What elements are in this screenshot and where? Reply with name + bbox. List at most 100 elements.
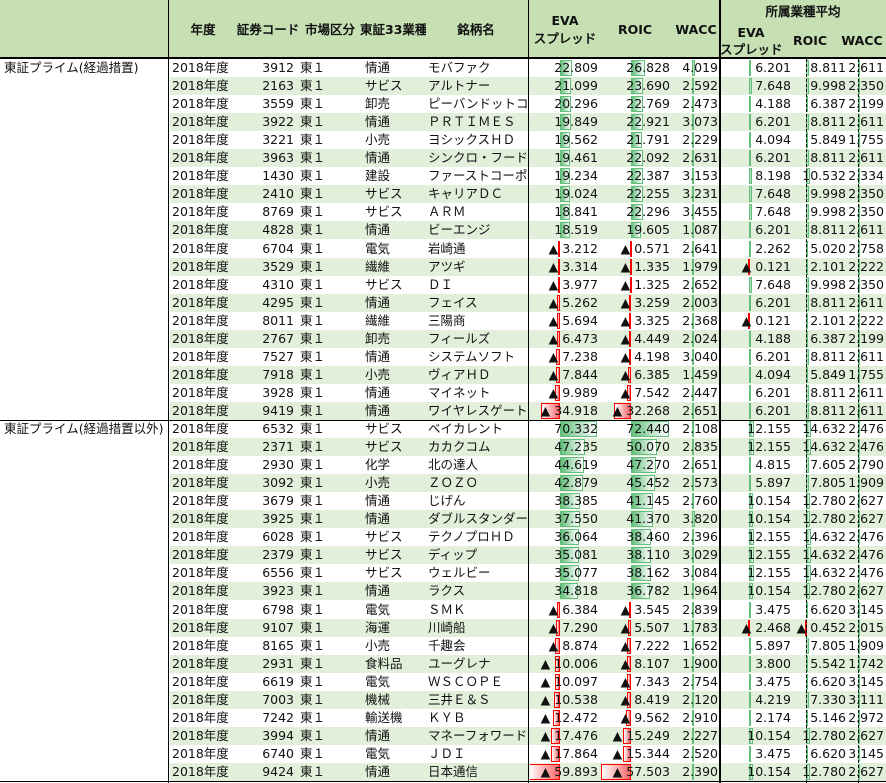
roic-cell[interactable]: 41.145 <box>600 492 672 510</box>
market-cell[interactable]: 東１ <box>300 60 326 75</box>
avg-eva-spread-cell[interactable]: 10.154 <box>721 727 793 745</box>
year-cell[interactable]: 2018年度 <box>172 60 229 75</box>
avg-eva-spread-cell[interactable]: 10.154 <box>721 763 793 781</box>
year-cell[interactable]: 2018年度 <box>172 763 229 779</box>
avg-roic-cell[interactable]: 7.330 <box>793 691 848 709</box>
avg-wacc-cell[interactable]: 2.222 <box>848 312 886 330</box>
table-row[interactable]: 2018年度 6556 東１ サビス ウェルビー 35.077 38.162 3.084 12.… <box>0 564 886 582</box>
wacc-cell[interactable]: 2.229 <box>672 131 720 149</box>
table-row[interactable]: 2018年度 3221 東１ 小売 ヨシックスＨＤ 19.562 21.791 2.229 4.… <box>0 131 886 149</box>
industry-cell[interactable]: 電気 <box>365 601 391 617</box>
eva-spread-cell[interactable]: ▲ 7.290 <box>530 619 600 637</box>
industry-cell[interactable]: 卸売 <box>365 96 391 112</box>
avg-eva-spread-cell[interactable]: 10.154 <box>721 582 793 600</box>
roic-cell[interactable]: ▲ 7.343 <box>600 673 672 691</box>
avg-roic-cell[interactable]: 14.632 <box>793 546 848 564</box>
wacc-cell[interactable]: 3.084 <box>672 564 720 582</box>
industry-cell[interactable]: 小売 <box>365 366 391 382</box>
eva-spread-cell[interactable]: ▲ 3.314 <box>530 258 600 276</box>
avg-wacc-cell[interactable]: 2.790 <box>848 456 886 474</box>
industry-cell[interactable]: 情通 <box>365 493 391 509</box>
name-cell[interactable]: フィールズ <box>428 330 491 346</box>
roic-cell[interactable]: 22.769 <box>600 95 672 113</box>
name-cell[interactable]: キャリアＤＣ <box>428 186 504 202</box>
year-cell[interactable]: 2018年度 <box>172 565 229 581</box>
avg-eva-spread-cell[interactable]: 3.800 <box>721 655 793 673</box>
industry-cell[interactable]: サビス <box>365 547 403 563</box>
industry-cell[interactable]: サビス <box>365 204 403 220</box>
wacc-cell[interactable]: 2.108 <box>672 420 720 438</box>
year-cell[interactable]: 2018年度 <box>172 204 229 220</box>
name-cell[interactable]: 日本通信 <box>428 763 479 779</box>
name-cell[interactable]: 北の達人 <box>428 457 479 473</box>
wacc-cell[interactable]: 3.073 <box>672 113 720 131</box>
table-row[interactable]: 2018年度 9419 東１ 情通 ワイヤレスゲート ▲ 34.918 ▲ 32.268 2.… <box>0 401 886 420</box>
table-row[interactable]: 2018年度 3994 東１ 情通 マネーフォワード ▲ 17.476 ▲ 15.249 2.… <box>0 726 886 745</box>
code-cell[interactable]: 4828 <box>262 222 294 238</box>
roic-cell[interactable]: 36.782 <box>600 582 672 600</box>
table-row[interactable]: 2018年度 2379 東１ サビス ディップ 35.081 38.110 3.029 12.1… <box>0 546 886 565</box>
avg-eva-spread-cell[interactable]: 3.475 <box>721 601 793 619</box>
name-cell[interactable]: ＷＳＣＯＰＥ <box>428 673 504 689</box>
avg-wacc-cell[interactable]: 2.199 <box>848 95 886 113</box>
avg-roic-cell[interactable]: 5.849 <box>793 131 848 149</box>
year-cell[interactable]: 2018年度 <box>172 312 229 328</box>
market-cell[interactable]: 東１ <box>300 439 326 455</box>
eva-spread-cell[interactable]: 19.024 <box>530 185 600 203</box>
code-cell[interactable]: 9107 <box>262 619 294 635</box>
eva-spread-cell[interactable]: ▲ 3.977 <box>530 276 600 294</box>
industry-cell[interactable]: 機械 <box>365 691 391 707</box>
table-row[interactable]: 2018年度 6619 東１ 電気 ＷＳＣＯＰＥ ▲ 10.097 ▲ 7.343 2.754… <box>0 673 886 691</box>
avg-eva-spread-cell[interactable]: 6.201 <box>721 59 793 77</box>
eva-spread-cell[interactable]: ▲ 9.989 <box>530 384 600 402</box>
avg-eva-spread-cell[interactable]: 4.188 <box>721 95 793 113</box>
wacc-cell[interactable]: 2.473 <box>672 95 720 113</box>
code-cell[interactable]: 6798 <box>262 601 294 617</box>
roic-cell[interactable]: 72.440 <box>600 420 672 438</box>
year-cell[interactable]: 2018年度 <box>172 673 229 689</box>
code-cell[interactable]: 3529 <box>262 258 294 274</box>
wacc-cell[interactable]: 1.459 <box>672 366 720 384</box>
eva-spread-cell[interactable]: ▲ 7.238 <box>530 348 600 366</box>
avg-wacc-cell[interactable]: 2.476 <box>848 546 886 564</box>
code-cell[interactable]: 2379 <box>262 547 294 563</box>
eva-spread-cell[interactable]: 34.818 <box>530 582 600 600</box>
avg-eva-spread-cell[interactable]: 3.475 <box>721 673 793 691</box>
industry-cell[interactable]: サビス <box>365 78 403 94</box>
year-cell[interactable]: 2018年度 <box>172 240 229 256</box>
year-cell[interactable]: 2018年度 <box>172 475 229 491</box>
year-cell[interactable]: 2018年度 <box>172 583 229 599</box>
code-cell[interactable]: 7918 <box>262 366 294 382</box>
year-cell[interactable]: 2018年度 <box>172 637 229 653</box>
wacc-cell[interactable]: 2.396 <box>672 528 720 546</box>
market-cell[interactable]: 東１ <box>300 384 326 400</box>
avg-roic-cell[interactable]: 14.632 <box>793 420 848 438</box>
year-cell[interactable]: 2018年度 <box>172 655 229 671</box>
avg-wacc-cell[interactable]: 2.334 <box>848 167 886 185</box>
wacc-cell[interactable]: 3.029 <box>672 546 720 564</box>
industry-cell[interactable]: 食料品 <box>365 655 403 671</box>
code-cell[interactable]: 3912 <box>262 60 294 75</box>
table-row[interactable]: 2018年度 6704 東１ 電気 岩崎通 ▲ 3.212 ▲ 0.571 2.641 2.26… <box>0 240 886 258</box>
avg-eva-spread-cell[interactable]: 12.155 <box>721 420 793 438</box>
name-cell[interactable]: ＡＲＭ <box>428 204 466 220</box>
eva-spread-cell[interactable]: 37.550 <box>530 510 600 528</box>
wacc-cell[interactable]: 2.651 <box>672 456 720 474</box>
market-cell[interactable]: 東１ <box>300 168 326 184</box>
wacc-cell[interactable]: 2.024 <box>672 330 720 348</box>
roic-cell[interactable]: 22.387 <box>600 167 672 185</box>
roic-cell[interactable]: ▲ 1.335 <box>600 258 672 276</box>
table-row[interactable]: 2018年度 3923 東１ 情通 ラクス 34.818 36.782 1.964 10.154… <box>0 582 886 601</box>
industry-cell[interactable]: 情通 <box>365 294 391 310</box>
eva-spread-cell[interactable]: ▲ 34.918 <box>530 402 600 420</box>
market-cell[interactable]: 東１ <box>300 565 326 581</box>
year-cell[interactable]: 2018年度 <box>172 168 229 184</box>
avg-wacc-cell[interactable]: 2.611 <box>848 384 886 402</box>
table-row[interactable]: 2018年度 8165 東１ 小売 千趣会 ▲ 8.874 ▲ 7.222 1.652 5.89… <box>0 637 886 655</box>
name-cell[interactable]: ファーストコーポ <box>428 168 528 184</box>
avg-eva-spread-cell[interactable]: 7.648 <box>721 276 793 294</box>
avg-wacc-cell[interactable]: 1.755 <box>848 131 886 149</box>
year-cell[interactable]: 2018年度 <box>172 709 229 725</box>
avg-wacc-cell[interactable]: 3.145 <box>848 601 886 619</box>
avg-roic-cell[interactable]: 14.632 <box>793 564 848 582</box>
